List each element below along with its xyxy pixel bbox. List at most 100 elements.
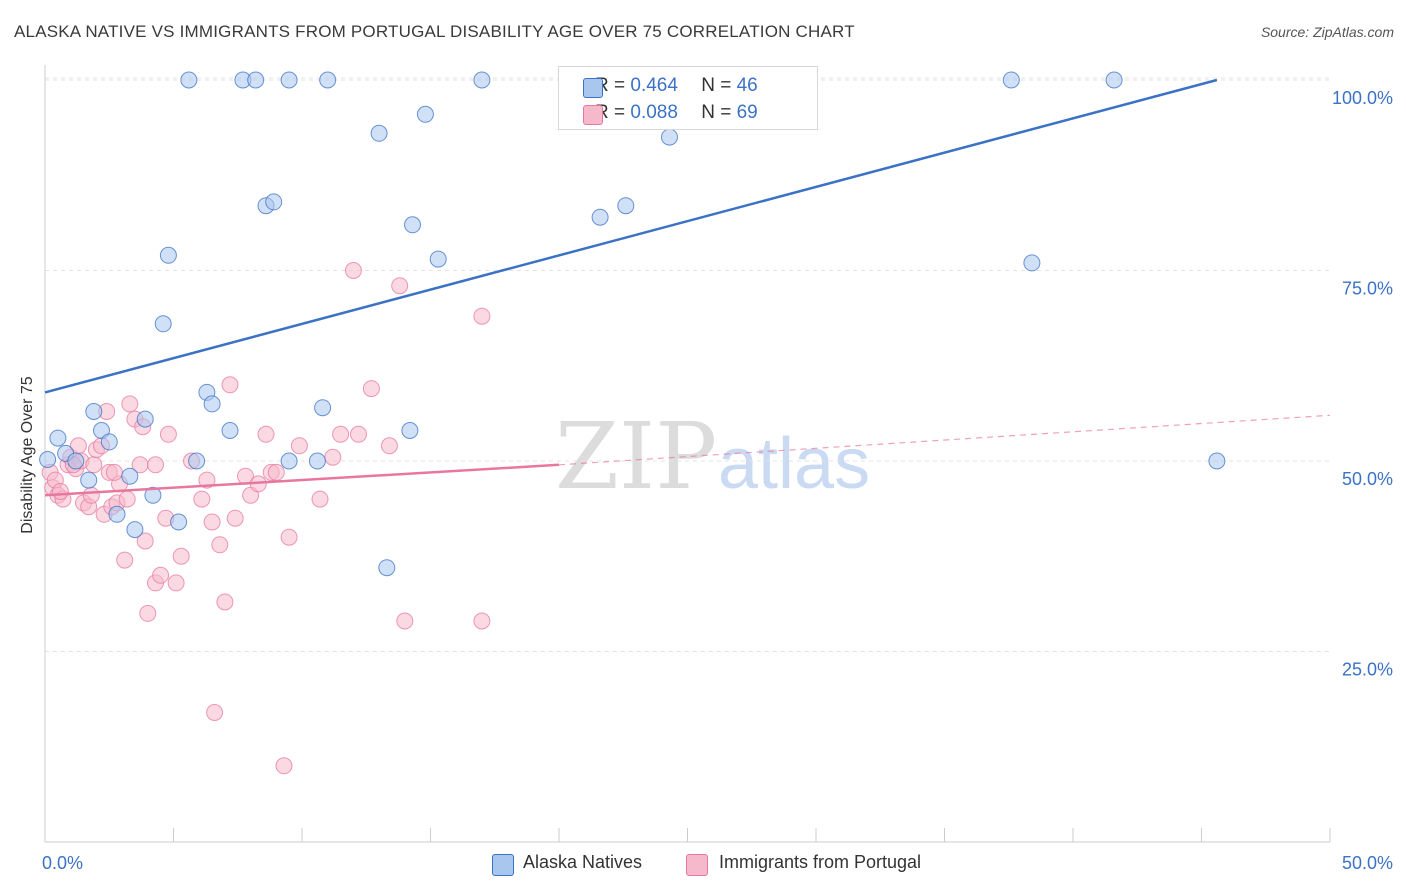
r-value: 0.088 bbox=[630, 102, 678, 123]
alaska-native-point bbox=[1002, 71, 1020, 89]
alaska-native-point bbox=[404, 216, 421, 234]
portugal-point bbox=[116, 551, 134, 569]
stats-legend: R = 0.464 N = 46 R = 0.088 N = 69 bbox=[558, 66, 818, 130]
alaska-native-point bbox=[617, 197, 635, 215]
portugal-point bbox=[226, 509, 244, 527]
legend-item-immigrants-portugal[interactable]: Immigrants from Portugal bbox=[686, 852, 922, 876]
portugal-point bbox=[139, 604, 157, 622]
stats-legend-row-alaska: R = 0.464 N = 46 bbox=[583, 75, 758, 98]
alaska-native-point bbox=[429, 250, 447, 268]
alaska-native-point bbox=[126, 521, 144, 539]
portugal-trend-line bbox=[44, 463, 560, 497]
portugal-swatch bbox=[583, 105, 603, 125]
alaska-native-point bbox=[378, 559, 396, 577]
portugal-point bbox=[147, 456, 164, 474]
alaska-natives-swatch bbox=[492, 854, 514, 876]
portugal-point bbox=[350, 425, 367, 443]
chart-title: ALASKA NATIVE VS IMMIGRANTS FROM PORTUGA… bbox=[14, 22, 855, 41]
stats-legend-row-portugal: R = 0.088 N = 69 bbox=[583, 102, 758, 125]
portugal-point bbox=[362, 380, 380, 398]
alaska-native-point bbox=[370, 124, 388, 142]
portugal-point bbox=[172, 547, 190, 565]
alaska-native-point bbox=[265, 193, 283, 211]
y-tick-label: 25.0% bbox=[1342, 660, 1393, 680]
alaska-native-point bbox=[280, 452, 298, 470]
n-label: N = bbox=[701, 75, 737, 96]
n-label: N = bbox=[701, 102, 737, 123]
alaska-native-point bbox=[221, 422, 239, 439]
x-tick-label: 50.0% bbox=[1342, 853, 1393, 873]
alaska-native-point bbox=[1105, 71, 1123, 89]
legend-label: Alaska Natives bbox=[523, 852, 643, 872]
r-value: 0.464 bbox=[630, 75, 678, 96]
alaska-native-point bbox=[49, 429, 67, 447]
y-tick-label: 75.0% bbox=[1342, 279, 1393, 299]
alaska-native-point bbox=[188, 452, 206, 470]
portugal-point bbox=[396, 612, 414, 630]
portugal-point bbox=[193, 490, 211, 508]
alaska-native-point bbox=[401, 422, 419, 439]
alaska-native-point bbox=[473, 71, 491, 89]
alaska-native-point bbox=[39, 451, 57, 468]
portugal-point bbox=[82, 486, 100, 504]
portugal-point bbox=[152, 566, 170, 584]
alaska-native-point bbox=[80, 471, 98, 489]
alaska-native-point bbox=[1208, 452, 1226, 470]
portugal-point bbox=[311, 490, 329, 508]
portugal-point bbox=[206, 704, 224, 721]
alaska-native-point bbox=[247, 71, 265, 89]
y-tick-label: 50.0% bbox=[1342, 469, 1393, 489]
alaska-native-point bbox=[314, 399, 332, 417]
alaska-native-point bbox=[661, 128, 678, 146]
alaska-swatch bbox=[583, 78, 603, 98]
alaska-native-point bbox=[280, 71, 298, 89]
alaska-native-point bbox=[85, 403, 103, 420]
immigrants-portugal-swatch bbox=[686, 854, 708, 876]
portugal-point bbox=[167, 574, 185, 592]
portugal-point bbox=[473, 612, 491, 630]
portugal-point bbox=[105, 463, 123, 481]
alaska-native-point bbox=[319, 71, 337, 89]
alaska-native-point bbox=[108, 505, 126, 523]
portugal-point bbox=[198, 471, 216, 489]
portugal-point bbox=[118, 490, 136, 508]
portugal-point bbox=[159, 425, 177, 443]
portugal-point bbox=[380, 437, 398, 455]
alaska-native-point bbox=[144, 486, 162, 504]
alaska-native-point bbox=[100, 433, 118, 451]
alaska-native-point bbox=[308, 452, 326, 470]
legend-item-alaska-natives[interactable]: Alaska Natives bbox=[492, 852, 643, 876]
portugal-point bbox=[332, 425, 350, 443]
portugal-point bbox=[267, 463, 285, 481]
legend-label: Immigrants from Portugal bbox=[719, 852, 922, 872]
n-value: 46 bbox=[736, 75, 758, 96]
portugal-point bbox=[275, 757, 293, 775]
x-tick-label: 0.0% bbox=[42, 853, 83, 873]
portugal-point bbox=[121, 395, 139, 413]
alaska-native-point bbox=[203, 395, 221, 413]
portugal-point bbox=[391, 277, 409, 295]
portugal-point bbox=[344, 262, 362, 279]
portugal-point bbox=[280, 528, 298, 546]
portugal-point bbox=[216, 593, 234, 611]
alaska-native-point bbox=[154, 315, 172, 333]
portugal-point bbox=[324, 448, 342, 466]
watermark-zip: ZIP bbox=[555, 403, 717, 510]
portugal-point bbox=[257, 425, 275, 443]
alaska-native-point bbox=[416, 105, 434, 123]
portugal-trend-extension bbox=[558, 414, 1331, 466]
alaska-native-point bbox=[591, 208, 609, 226]
alaska-native-point bbox=[180, 71, 198, 89]
portugal-point bbox=[473, 307, 491, 325]
watermark-atlas: atlas bbox=[718, 424, 870, 504]
alaska-trend-line bbox=[44, 78, 1218, 394]
alaska-native-point bbox=[1023, 254, 1041, 272]
alaska-native-point bbox=[121, 467, 139, 485]
portugal-point bbox=[136, 532, 154, 550]
source-label: Source: ZipAtlas.com bbox=[1260, 24, 1394, 40]
portugal-point bbox=[203, 513, 221, 531]
portugal-point bbox=[51, 483, 69, 500]
series-legend: Alaska Natives Immigrants from Portugal bbox=[0, 852, 1406, 878]
alaska-native-point bbox=[170, 513, 188, 531]
n-value: 69 bbox=[736, 102, 758, 123]
